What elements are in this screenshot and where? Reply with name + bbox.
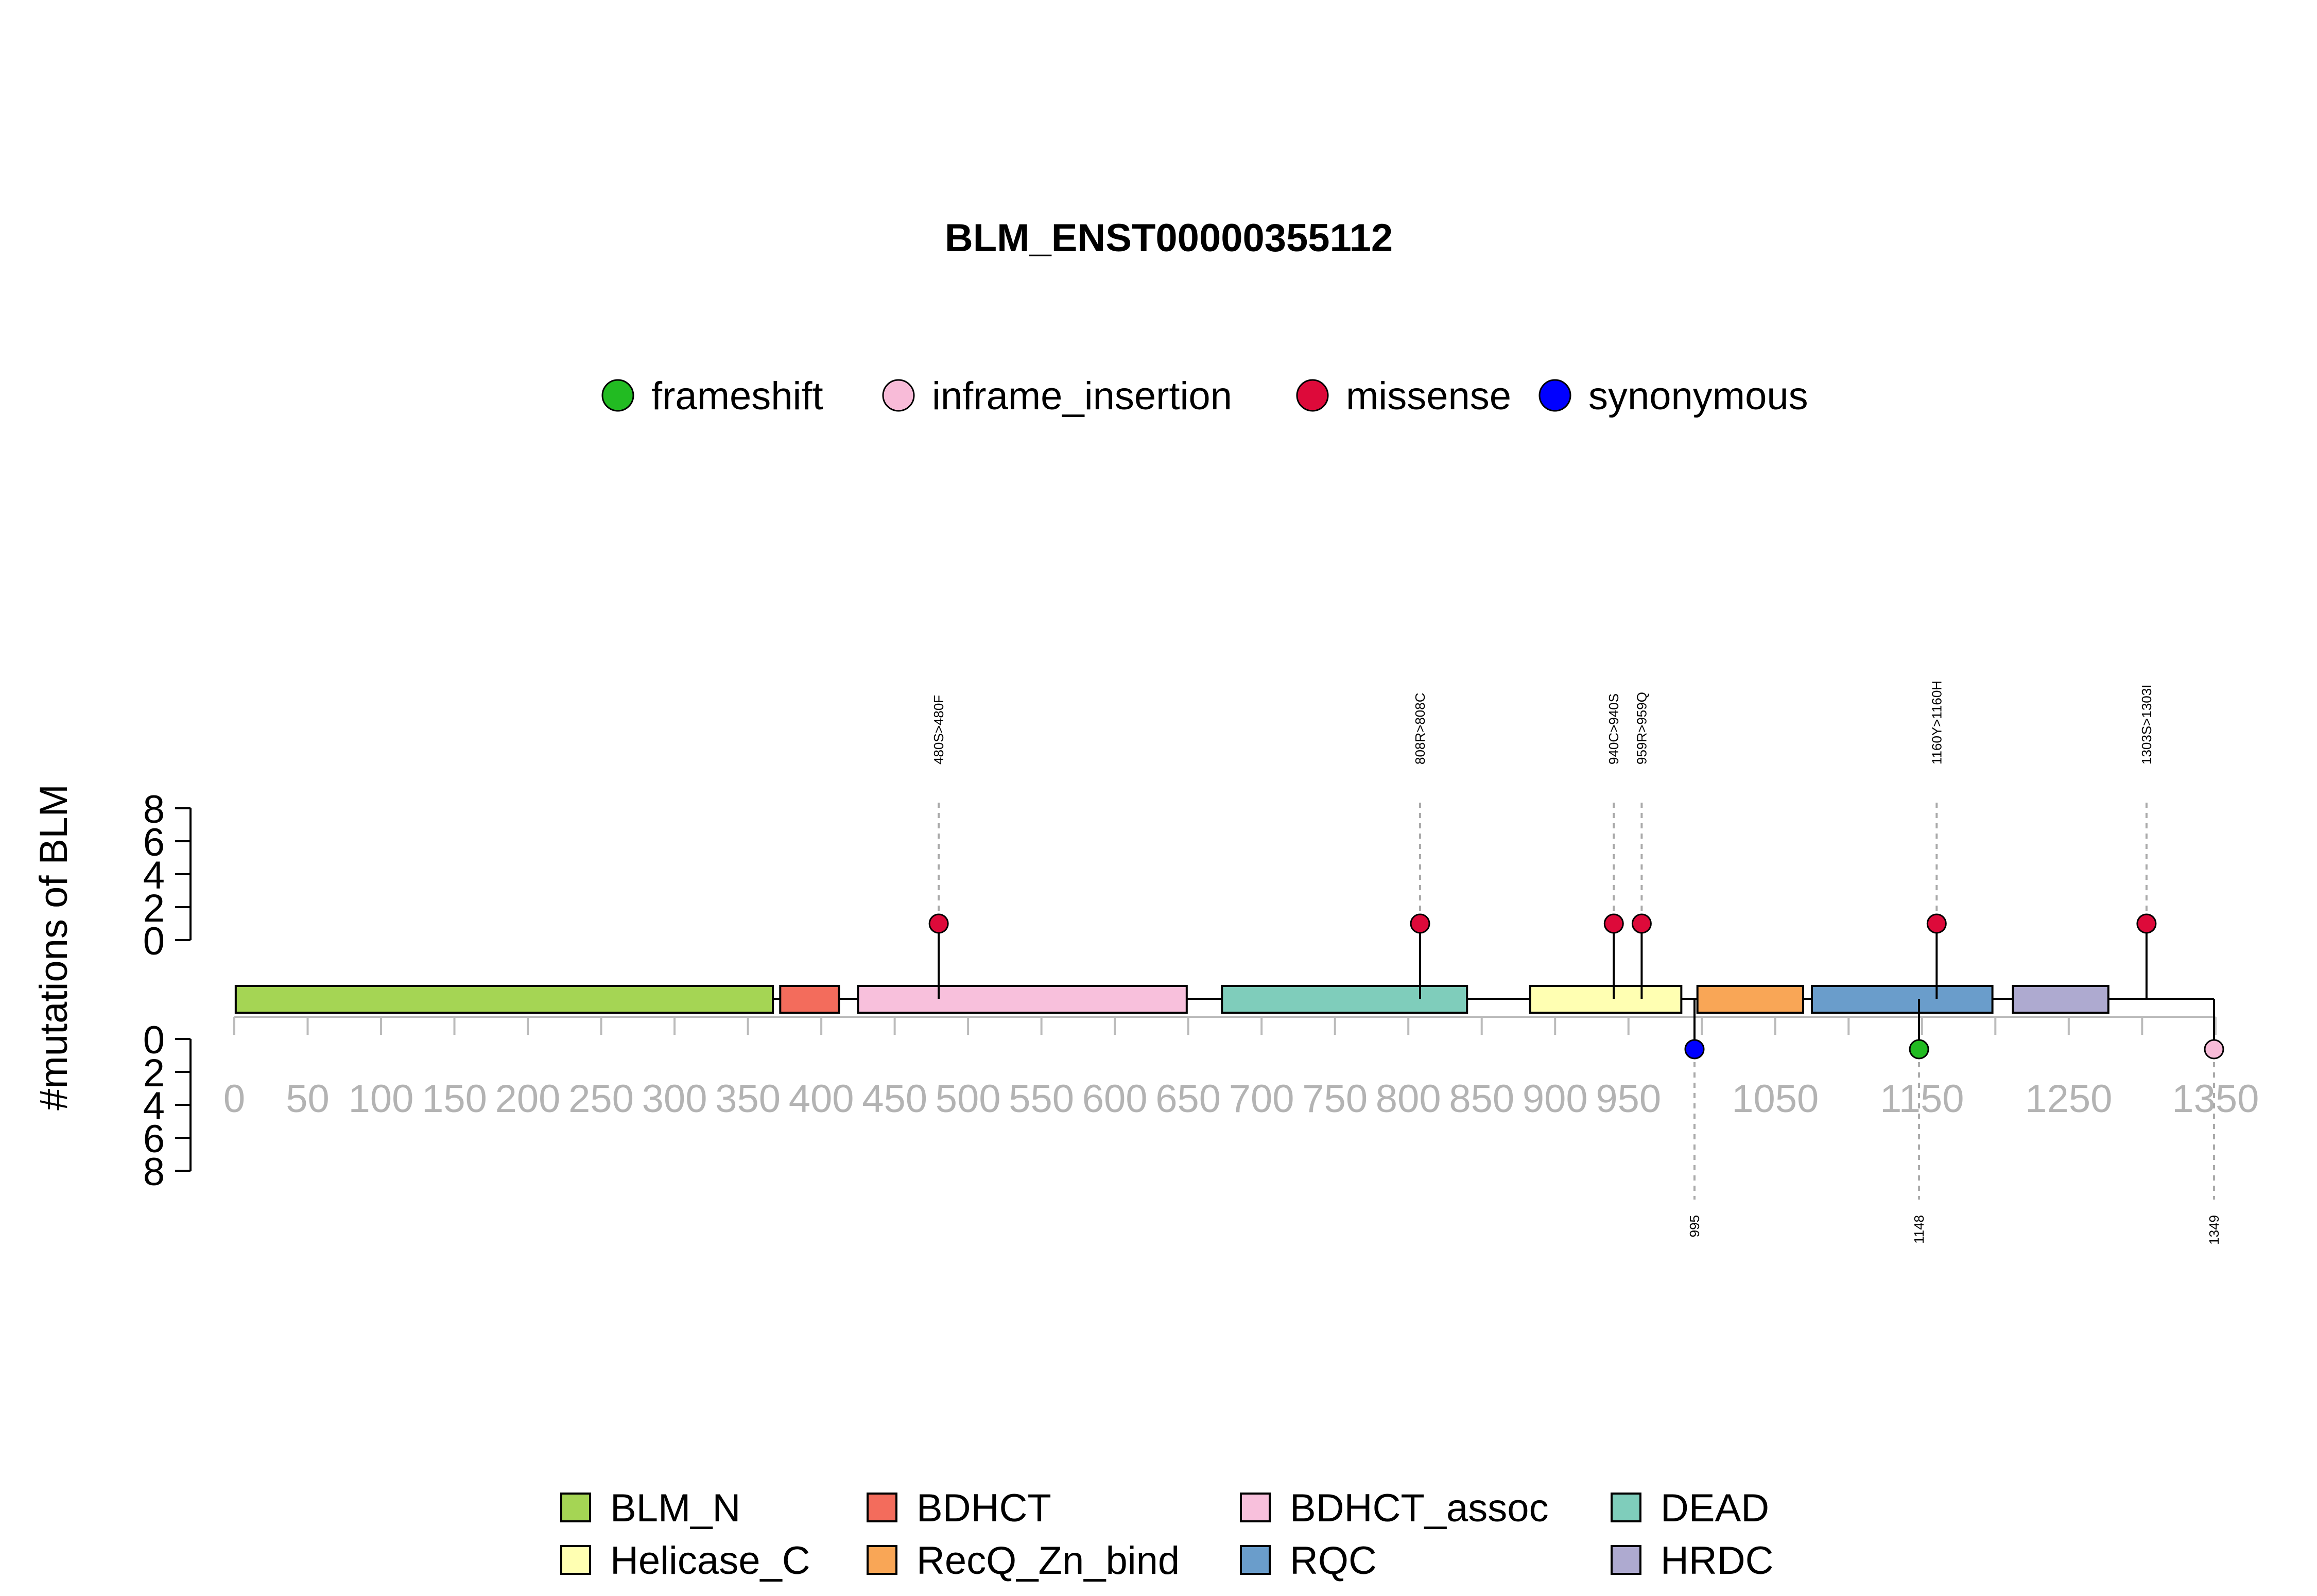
mutation-label: 1303S>1303I <box>2139 685 2154 765</box>
mutation-label: 959R>959Q <box>1634 692 1649 765</box>
domain-Helicase_C <box>1529 985 1683 1014</box>
legend-label-DEAD: DEAD <box>1661 1486 1769 1530</box>
domain-BDHCT <box>779 985 840 1014</box>
x-tick-label: 1350 <box>2172 1077 2259 1121</box>
lower-tick-label: 0 <box>143 1018 165 1062</box>
x-tick-label: 1050 <box>1732 1077 1819 1121</box>
lower-tick-label: 6 <box>143 1117 165 1161</box>
legend-label-BLM_N: BLM_N <box>610 1486 740 1530</box>
domain-BDHCT_assoc <box>857 985 1188 1014</box>
legend-label-Helicase_C: Helicase_C <box>610 1539 810 1583</box>
domain-DEAD <box>1221 985 1468 1014</box>
lower-tick-label: 8 <box>143 1150 165 1194</box>
mutation-label: 940C>940S <box>1606 693 1621 765</box>
domain-RecQ_Zn_bind <box>1696 985 1804 1014</box>
legend-swatch-BDHCT_assoc <box>1240 1493 1271 1522</box>
legend-swatch-Helicase_C <box>560 1545 591 1575</box>
x-tick-label: 850 <box>1449 1077 1514 1121</box>
x-tick-label: 250 <box>568 1077 634 1121</box>
lower-tick-label: 2 <box>143 1051 165 1095</box>
x-tick-label: 550 <box>1009 1077 1074 1121</box>
legend-marker-missense <box>1296 379 1329 412</box>
x-axis: 0 50 100 150 200 250 300 350 400 450 500 550 600 650 7… <box>223 1016 2259 1121</box>
domain-HRDC <box>2012 985 2109 1014</box>
legend-label-synonymous: synonymous <box>1588 374 1808 418</box>
legend-label-inframe_insertion: inframe_insertion <box>932 374 1232 418</box>
x-tick-label: 600 <box>1082 1077 1148 1121</box>
legend-swatch-BLM_N <box>560 1493 591 1522</box>
mutation-point <box>1909 1039 1929 1060</box>
mutation-point <box>1410 913 1430 934</box>
mutation-lollipops: 480S>480F 808R>808C 940C>940S 959R>959Q 1160… <box>928 681 2224 1245</box>
legend-swatch-RQC <box>1240 1545 1271 1575</box>
x-tick-label: 450 <box>862 1077 927 1121</box>
chart-title: BLM_ENST00000355112 <box>945 216 1393 260</box>
x-tick-label: 950 <box>1596 1077 1661 1121</box>
domain-track <box>234 985 2109 1014</box>
legend-label-BDHCT_assoc: BDHCT_assoc <box>1290 1486 1549 1530</box>
domain-RQC <box>1811 985 1994 1014</box>
legend-label-frameshift: frameshift <box>651 374 823 418</box>
mutation-label: 1349 <box>2206 1215 2222 1245</box>
x-tick-label: 700 <box>1229 1077 1294 1121</box>
upper-tick-label: 4 <box>143 854 165 897</box>
mutation-point <box>1684 1039 1705 1060</box>
legend-label-HRDC: HRDC <box>1661 1539 1774 1583</box>
upper-tick-label: 2 <box>143 887 165 930</box>
legend-label-BDHCT: BDHCT <box>917 1486 1051 1530</box>
upper-tick-label: 8 <box>143 788 165 831</box>
lower-tick-label: 4 <box>143 1084 165 1128</box>
domain-legend: BLM_N BDHCT BDHCT_assoc DEAD Helicase_C RecQ_… <box>560 1486 1774 1583</box>
domain-BLM_N <box>234 985 774 1014</box>
x-tick-label: 50 <box>286 1077 330 1121</box>
x-tick-label: 400 <box>789 1077 854 1121</box>
mutation-point <box>2204 1039 2224 1060</box>
x-tick-label: 900 <box>1523 1077 1588 1121</box>
mutation-label: 480S>480F <box>931 695 946 765</box>
mutation-label: 995 <box>1687 1215 1702 1237</box>
x-tick-label: 150 <box>422 1077 487 1121</box>
x-tick-label: 650 <box>1155 1077 1221 1121</box>
x-tick-label: 200 <box>495 1077 561 1121</box>
upper-tick-label: 0 <box>143 920 165 963</box>
legend-swatch-RecQ_Zn_bind <box>867 1545 897 1575</box>
x-tick-label: 800 <box>1376 1077 1441 1121</box>
legend-marker-synonymous <box>1538 379 1571 412</box>
mutation-point <box>1926 913 1947 934</box>
y-axis-label: #mutations of BLM <box>32 784 76 1111</box>
x-tick-label: 300 <box>642 1077 707 1121</box>
legend-marker-inframe_insertion <box>882 379 915 412</box>
upper-tick-label: 6 <box>143 821 165 864</box>
mutation-type-legend: frameshift inframe_insertion missense synon… <box>601 374 1808 418</box>
x-tick-label: 750 <box>1302 1077 1368 1121</box>
legend-label-RQC: RQC <box>1290 1539 1377 1583</box>
mutation-label: 808R>808C <box>1412 693 1428 765</box>
x-tick-label: 1250 <box>2025 1077 2112 1121</box>
legend-marker-frameshift <box>601 379 634 412</box>
mutation-point <box>2136 913 2157 934</box>
x-tick-label: 350 <box>715 1077 781 1121</box>
x-tick-label: 500 <box>936 1077 1001 1121</box>
mutation-point <box>1603 913 1624 934</box>
legend-label-missense: missense <box>1346 374 1511 418</box>
legend-swatch-HRDC <box>1611 1545 1641 1575</box>
legend-swatch-DEAD <box>1611 1493 1641 1522</box>
mutation-point <box>928 913 949 934</box>
mutation-label: 1148 <box>1911 1215 1927 1244</box>
mutation-label: 1160Y>1160H <box>1929 681 1944 765</box>
mutation-point <box>1631 913 1652 934</box>
x-tick-label: 100 <box>349 1077 414 1121</box>
legend-label-RecQ_Zn_bind: RecQ_Zn_bind <box>917 1539 1180 1583</box>
x-tick-label: 0 <box>223 1077 245 1121</box>
legend-swatch-BDHCT <box>867 1493 897 1522</box>
x-tick-label: 1150 <box>1880 1077 1964 1121</box>
